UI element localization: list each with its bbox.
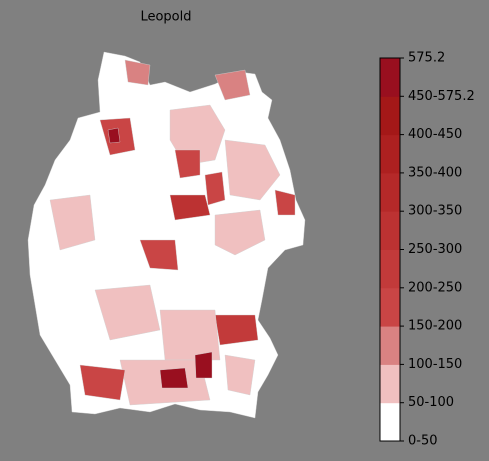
region [204,171,226,206]
region [214,209,266,256]
colorbar-segment [380,326,400,365]
region [107,127,121,144]
region [169,194,211,221]
region [224,354,256,396]
colorbar-segment [380,58,400,97]
colorbar-label: 100-150 [408,357,462,372]
colorbar-segment [380,211,400,250]
colorbar: 0-50 50-100 100-150 150-200 200-250 250-300 30… [379,51,475,449]
colorbar-label: 200-250 [408,280,462,295]
region [174,149,201,179]
colorbar-segment [380,134,400,174]
colorbar-label: 300-350 [408,204,462,219]
region [49,194,96,251]
colorbar-segment [380,402,400,442]
colorbar-segment [380,249,400,289]
colorbar-label: 575.2 [408,51,445,66]
colorbar-label: 450-575.2 [408,89,475,104]
colorbar-label: 250-300 [408,242,462,257]
region [139,239,179,271]
region [194,351,213,379]
region [94,284,161,341]
colorbar-segment [380,172,400,212]
colorbar-label: 50-100 [408,395,454,410]
germany-map [27,51,306,419]
colorbar-label: 150-200 [408,319,462,334]
region [224,139,281,201]
region [214,314,259,346]
colorbar-segment [380,287,400,327]
colorbar-segment [380,96,400,136]
region [79,364,126,401]
region [159,367,189,389]
region [274,189,296,216]
colorbar-segment [380,364,400,404]
colorbar-label: 0-50 [408,434,438,449]
colorbar-label: 350-400 [408,165,462,180]
region [159,309,221,361]
colorbar-label: 400-450 [408,127,462,142]
region [124,59,151,86]
region [214,69,251,101]
map-title: Leopold [140,10,191,25]
